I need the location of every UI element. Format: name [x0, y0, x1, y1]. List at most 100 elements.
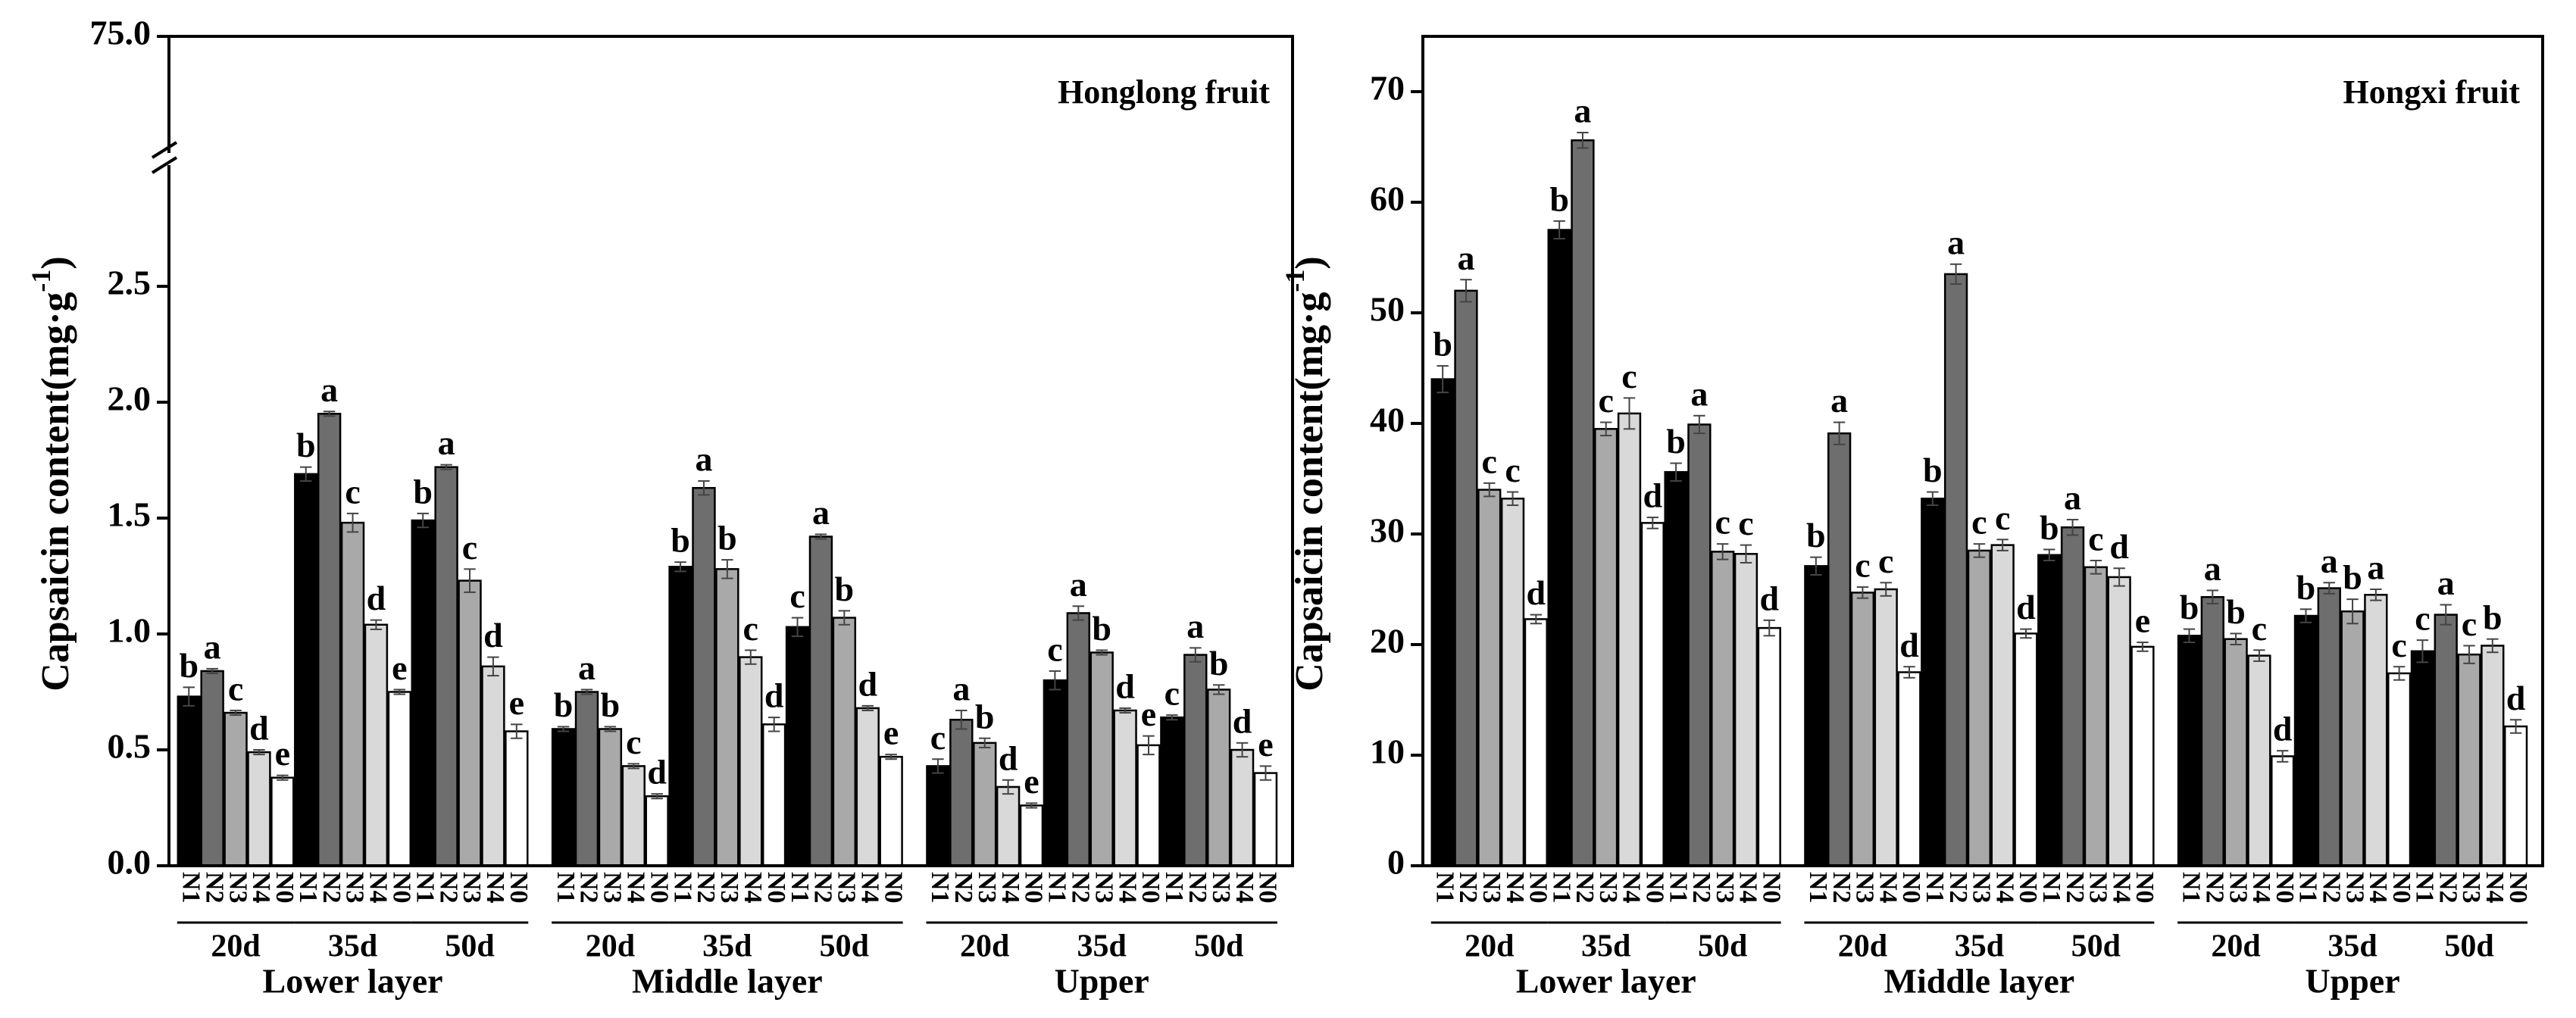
x-tick-label: N4	[1230, 872, 1258, 904]
significance-letter: d	[1115, 667, 1135, 705]
error-bar	[557, 726, 570, 732]
significance-letter: a	[438, 423, 455, 462]
significance-letter: e	[2135, 601, 2150, 640]
significance-letter: b	[717, 519, 737, 557]
x-tick-label: N0	[645, 872, 673, 904]
x-tick-label: N2	[692, 872, 720, 904]
bar	[1850, 592, 1875, 867]
y-tick-label: 0.0	[108, 843, 152, 882]
x-tick-label: N0	[2504, 872, 2532, 904]
x-tick-label: N3	[715, 872, 743, 904]
x-tick-label: N1	[411, 872, 439, 904]
significance-letter: d	[2506, 679, 2526, 717]
bar	[1897, 671, 1921, 867]
x-tick-label: N4	[481, 872, 509, 904]
bar	[645, 795, 669, 867]
significance-letter: a	[1690, 374, 1708, 413]
significance-letter: b	[2483, 598, 2503, 636]
bar	[2481, 645, 2505, 867]
significance-letter: e	[1258, 725, 1273, 764]
x-tick-label: N2	[809, 872, 837, 904]
significance-letter: a	[1830, 381, 1848, 420]
x-tick-label: N4	[1618, 872, 1646, 904]
x-tick-label: N3	[1594, 872, 1622, 904]
error-bar	[230, 709, 242, 717]
significance-letter: d	[647, 753, 667, 792]
significance-letter: d	[1899, 626, 1919, 664]
x-tick-label: N3	[224, 872, 252, 904]
y-tick-label: 30	[1370, 511, 1405, 550]
significance-letter: b	[179, 646, 199, 685]
x-tick-label: N1	[1921, 872, 1949, 904]
error-bar	[1553, 220, 1565, 240]
error-bar	[767, 717, 780, 732]
error-bar	[2370, 589, 2382, 601]
bar	[224, 711, 248, 867]
y-tick-label: 60	[1370, 180, 1405, 218]
x-tick-label: N4	[1990, 872, 2018, 904]
bar	[1113, 709, 1137, 867]
x-tick-label: N4	[621, 872, 649, 904]
x-tick-label: N1	[926, 872, 954, 904]
error-bar	[861, 704, 874, 711]
significance-letter: c	[228, 670, 243, 708]
bar	[200, 670, 224, 867]
error-bar	[2020, 628, 2032, 639]
x-tick-label: N1	[177, 872, 205, 904]
x-tick-label: N1	[294, 872, 322, 904]
category-label: 50d	[2071, 929, 2121, 964]
x-tick-label: N3	[2457, 872, 2485, 904]
significance-letter: a	[2064, 479, 2081, 517]
x-tick-label: N4	[1734, 872, 1762, 904]
error-bar	[1949, 263, 1962, 286]
bar	[2503, 725, 2528, 867]
significance-letter: c	[462, 528, 477, 567]
y-axis-label-end: )	[1288, 256, 1331, 269]
error-bar	[1670, 462, 1682, 482]
x-tick-label: N2	[575, 872, 603, 904]
significance-letter: c	[789, 576, 805, 615]
significance-letter: b	[1666, 422, 1686, 461]
category-label: 35d	[1077, 929, 1127, 964]
error-bar	[978, 737, 991, 748]
error-bar	[511, 723, 523, 739]
x-tick-label: N3	[2340, 872, 2368, 904]
significance-letter: d	[858, 664, 877, 703]
bar	[481, 665, 505, 867]
error-bar	[580, 689, 593, 695]
bar	[2037, 554, 2062, 867]
y-tick-label: 2.0	[108, 379, 152, 418]
x-tick-label: N0	[505, 872, 533, 904]
x-tick-label: N0	[762, 872, 790, 904]
y-tick-label: 0.5	[108, 727, 152, 766]
error-bar	[2253, 649, 2265, 662]
x-tick-label: N0	[1254, 872, 1282, 904]
x-tick-label: N2	[2434, 872, 2462, 904]
category-label: 35d	[1955, 929, 2004, 964]
x-tick-label: N0	[2014, 872, 2042, 904]
y-axis-label-sup: -1	[26, 270, 56, 292]
bar	[996, 785, 1021, 867]
error-bar	[300, 466, 312, 482]
x-tick-label: N0	[2387, 872, 2415, 904]
x-tick-label: N0	[1524, 872, 1552, 904]
bar	[598, 728, 623, 867]
significance-letter: c	[1482, 442, 1497, 480]
bar	[434, 466, 458, 867]
significance-letter: d	[1527, 573, 1546, 612]
error-bar	[651, 793, 663, 800]
x-tick-label: N0	[388, 872, 416, 904]
x-tick-label: N0	[1641, 872, 1669, 904]
error-bar	[1002, 779, 1014, 795]
error-bar	[2183, 628, 2196, 644]
bar	[2434, 614, 2458, 867]
significance-letter: b	[2226, 592, 2246, 631]
bar	[1160, 716, 1184, 867]
x-tick-label: N2	[2201, 872, 2229, 904]
significance-letter: c	[743, 609, 758, 648]
significance-letter: b	[1433, 325, 1452, 364]
error-bar	[1716, 543, 1729, 561]
significance-letter: c	[1621, 357, 1637, 395]
bar	[2131, 645, 2155, 867]
bar	[1571, 139, 1595, 867]
